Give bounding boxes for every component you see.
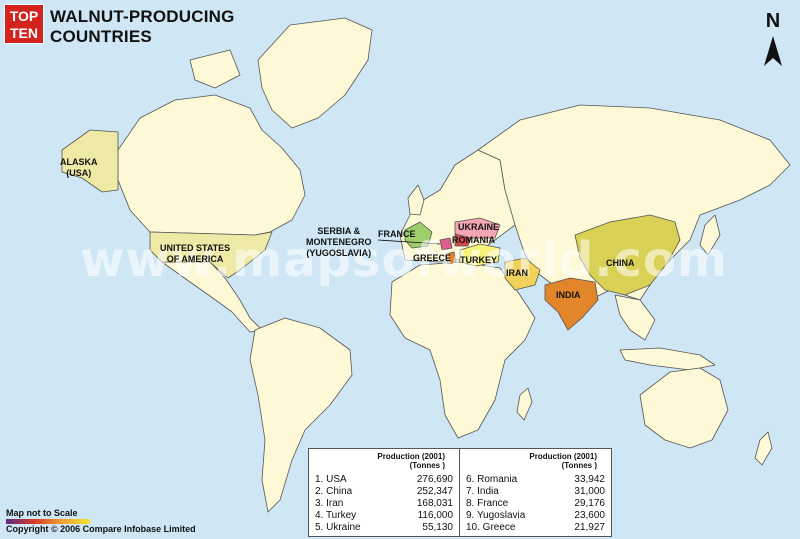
label-greece: GREECE — [413, 253, 452, 263]
column-header-unit: (Tonnes ) — [561, 461, 597, 470]
production-value: 116,000 — [417, 510, 453, 521]
top-ten-badge: TOP TEN — [4, 4, 44, 44]
watermark: www.mapsofworld.com — [80, 232, 728, 288]
new-zealand — [754, 431, 773, 466]
production-value: 55,130 — [422, 522, 453, 533]
label-iran: IRAN — [506, 268, 528, 278]
country-name: 6. Romania — [466, 474, 518, 485]
badge-line-1: TOP — [9, 8, 39, 24]
region-china — [574, 214, 681, 296]
region-yugoslavia — [439, 237, 453, 251]
title-line-2: COUNTRIES — [50, 27, 152, 46]
south-america — [249, 317, 353, 513]
column-header-unit: (Tonnes ) — [409, 461, 445, 470]
label-usa: UNITED STATES OF AMERICA — [160, 243, 231, 264]
production-value: 168,031 — [416, 498, 453, 509]
column-header: Production (2001) (Tonnes ) — [466, 452, 605, 470]
country-name: 1. USA — [315, 474, 347, 485]
table-row: 4. Turkey 116,000 — [315, 510, 453, 522]
indonesia — [619, 347, 716, 371]
table-column-left: Production (2001) (Tonnes ) 1. USA 276,69… — [309, 449, 460, 536]
north-arrow-icon — [764, 36, 782, 66]
label-china: CHINA — [606, 258, 635, 268]
column-header-title: Production (2001) — [529, 452, 597, 461]
country-name: 5. Ukraine — [315, 522, 361, 533]
table-row: 3. Iran 168,031 — [315, 498, 453, 510]
table-column-right: Production (2001) (Tonnes ) 6. Romania 33… — [460, 449, 611, 536]
production-value: 31,000 — [574, 486, 605, 497]
table-row: 10. Greece 21,927 — [466, 522, 605, 534]
scale-note: Map not to Scale — [6, 508, 90, 524]
table-row: 6. Romania 33,942 — [466, 474, 605, 486]
country-name: 8. France — [466, 498, 509, 509]
table-row: 7. India 31,000 — [466, 486, 605, 498]
serbia-pointer — [377, 239, 441, 245]
production-value: 23,600 — [574, 510, 605, 521]
production-value: 21,927 — [574, 522, 605, 533]
production-value: 276,690 — [416, 474, 453, 485]
region-india — [544, 277, 599, 331]
table-row: 9. Yugoslavia 23,600 — [466, 510, 605, 522]
map-title: WALNUT-PRODUCING COUNTRIES — [50, 7, 235, 47]
column-header: Production (2001) (Tonnes ) — [315, 452, 453, 470]
africa — [389, 261, 536, 439]
north-letter: N — [765, 10, 781, 32]
region-iran — [504, 257, 541, 291]
table-row: 2. China 252,347 — [315, 486, 453, 498]
label-turkey: TURKEY — [460, 255, 498, 265]
southeast-asia — [614, 294, 656, 341]
country-name: 4. Turkey — [315, 510, 357, 521]
country-name: 10. Greece — [466, 522, 516, 533]
asia — [477, 104, 791, 301]
scale-color-bar — [6, 519, 90, 524]
region-alaska — [61, 129, 119, 193]
madagascar — [516, 387, 533, 421]
australia — [639, 367, 729, 449]
title-line-1: WALNUT-PRODUCING — [50, 7, 235, 26]
region-greece — [445, 251, 457, 265]
north-america — [117, 94, 306, 236]
greenland — [257, 17, 373, 129]
north-compass: N — [758, 10, 788, 66]
country-name: 3. Iran — [315, 498, 344, 509]
region-usa — [149, 231, 273, 279]
region-romania — [454, 233, 471, 247]
label-alaska: ALASKA (USA) — [60, 157, 98, 178]
production-value: 33,942 — [574, 474, 605, 485]
production-value: 252,347 — [416, 486, 453, 497]
label-india: INDIA — [556, 290, 581, 300]
arctic-islands — [189, 49, 241, 89]
label-serbia-montenegro: SERBIA & MONTENEGRO (YUGOSLAVIA) — [306, 226, 372, 258]
badge-line-2: TEN — [10, 25, 38, 41]
label-france: FRANCE — [378, 229, 416, 239]
great-britain — [407, 184, 425, 216]
production-value: 29,176 — [574, 498, 605, 509]
production-table: Production (2001) (Tonnes ) 1. USA 276,69… — [308, 448, 612, 537]
scale-note-text: Map not to Scale — [6, 508, 78, 518]
country-name: 2. China — [315, 486, 353, 497]
region-turkey — [459, 243, 501, 267]
label-romania: ROMANIA — [452, 235, 495, 245]
region-france — [404, 221, 433, 249]
country-name: 7. India — [466, 486, 499, 497]
table-row: 8. France 29,176 — [466, 498, 605, 510]
japan — [699, 214, 721, 256]
country-name: 9. Yugoslavia — [466, 510, 526, 521]
column-header-title: Production (2001) — [377, 452, 445, 461]
label-ukraine: UKRAINE — [458, 222, 500, 232]
table-row: 5. Ukraine 55,130 — [315, 522, 453, 534]
table-row: 1. USA 276,690 — [315, 474, 453, 486]
copyright: Copyright © 2006 Compare Infobase Limite… — [6, 524, 196, 534]
